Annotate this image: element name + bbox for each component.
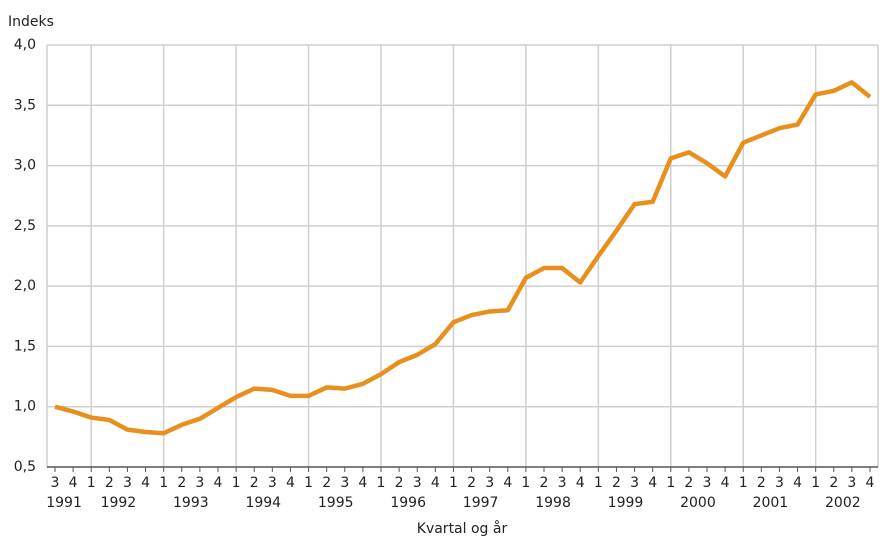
x-tick-label: 1 bbox=[594, 475, 603, 491]
x-tick-label: 4 bbox=[648, 475, 657, 491]
year-label: 1993 bbox=[173, 495, 209, 511]
x-tick-label: 3 bbox=[340, 475, 349, 491]
x-tick-label: 1 bbox=[449, 475, 458, 491]
x-tick-label: 1 bbox=[377, 475, 386, 491]
x-tick-label: 4 bbox=[214, 475, 223, 491]
x-tick-label: 3 bbox=[123, 475, 132, 491]
x-tick-label: 3 bbox=[847, 475, 856, 491]
x-axis-label: Kvartal og år bbox=[417, 520, 508, 537]
y-tick-label: 0,5 bbox=[14, 459, 36, 475]
x-tick-label: 4 bbox=[431, 475, 440, 491]
y-axis-label: Indeks bbox=[8, 14, 54, 30]
data-line bbox=[54, 80, 872, 436]
x-tick-label: 3 bbox=[558, 475, 567, 491]
x-tick-label: 2 bbox=[612, 475, 621, 491]
year-label: 2002 bbox=[825, 495, 861, 511]
x-tick-label: 1 bbox=[159, 475, 168, 491]
x-tick-label: 3 bbox=[195, 475, 204, 491]
x-tick-label: 2 bbox=[684, 475, 693, 491]
year-label: 1996 bbox=[390, 495, 426, 511]
x-tick-label: 4 bbox=[141, 475, 150, 491]
x-tick-label: 4 bbox=[358, 475, 367, 491]
x-tick-label: 3 bbox=[51, 475, 60, 491]
x-tick-label: 3 bbox=[485, 475, 494, 491]
x-tick-label: 3 bbox=[630, 475, 639, 491]
x-tick-label: 4 bbox=[866, 475, 875, 491]
y-tick-label: 2,0 bbox=[14, 278, 36, 294]
x-tick-label: 1 bbox=[521, 475, 530, 491]
year-label: 1991 bbox=[46, 495, 82, 511]
x-tick-label: 2 bbox=[250, 475, 259, 491]
x-tick-label: 4 bbox=[721, 475, 730, 491]
y-tick-label: 2,5 bbox=[14, 218, 36, 234]
x-tick-label: 3 bbox=[703, 475, 712, 491]
x-tick-label: 4 bbox=[576, 475, 585, 491]
x-tick-label: 4 bbox=[793, 475, 802, 491]
x-tick-label: 2 bbox=[322, 475, 331, 491]
year-label: 2000 bbox=[680, 495, 716, 511]
y-tick-label: 3,0 bbox=[14, 158, 36, 174]
x-tick-label: 3 bbox=[268, 475, 277, 491]
y-tick-label: 1,0 bbox=[14, 399, 36, 415]
year-label: 1998 bbox=[535, 495, 571, 511]
x-tick-label: 2 bbox=[757, 475, 766, 491]
x-tick-label: 2 bbox=[829, 475, 838, 491]
x-tick-label: 1 bbox=[87, 475, 96, 491]
year-label: 1992 bbox=[101, 495, 137, 511]
y-tick-label: 1,5 bbox=[14, 338, 36, 354]
y-tick-label: 3,5 bbox=[14, 97, 36, 113]
x-tick-label: 2 bbox=[467, 475, 476, 491]
year-label: 1997 bbox=[463, 495, 499, 511]
x-tick-label: 1 bbox=[666, 475, 675, 491]
x-tick-label: 1 bbox=[304, 475, 313, 491]
x-tick-label: 2 bbox=[395, 475, 404, 491]
x-tick-label: 4 bbox=[503, 475, 512, 491]
year-label: 1999 bbox=[608, 495, 644, 511]
x-tick-label: 3 bbox=[413, 475, 422, 491]
year-label: 2001 bbox=[753, 495, 789, 511]
x-tick-label: 4 bbox=[286, 475, 295, 491]
x-tick-label: 3 bbox=[775, 475, 784, 491]
x-tick-label: 2 bbox=[105, 475, 114, 491]
x-tick-label: 1 bbox=[739, 475, 748, 491]
x-tick-label: 1 bbox=[232, 475, 241, 491]
x-tick-label: 2 bbox=[177, 475, 186, 491]
year-label: 1994 bbox=[245, 495, 281, 511]
x-tick-label: 2 bbox=[540, 475, 549, 491]
x-tick-label: 4 bbox=[69, 475, 78, 491]
year-label: 1995 bbox=[318, 495, 354, 511]
x-tick-label: 1 bbox=[811, 475, 820, 491]
y-tick-label: 4,0 bbox=[14, 37, 36, 53]
